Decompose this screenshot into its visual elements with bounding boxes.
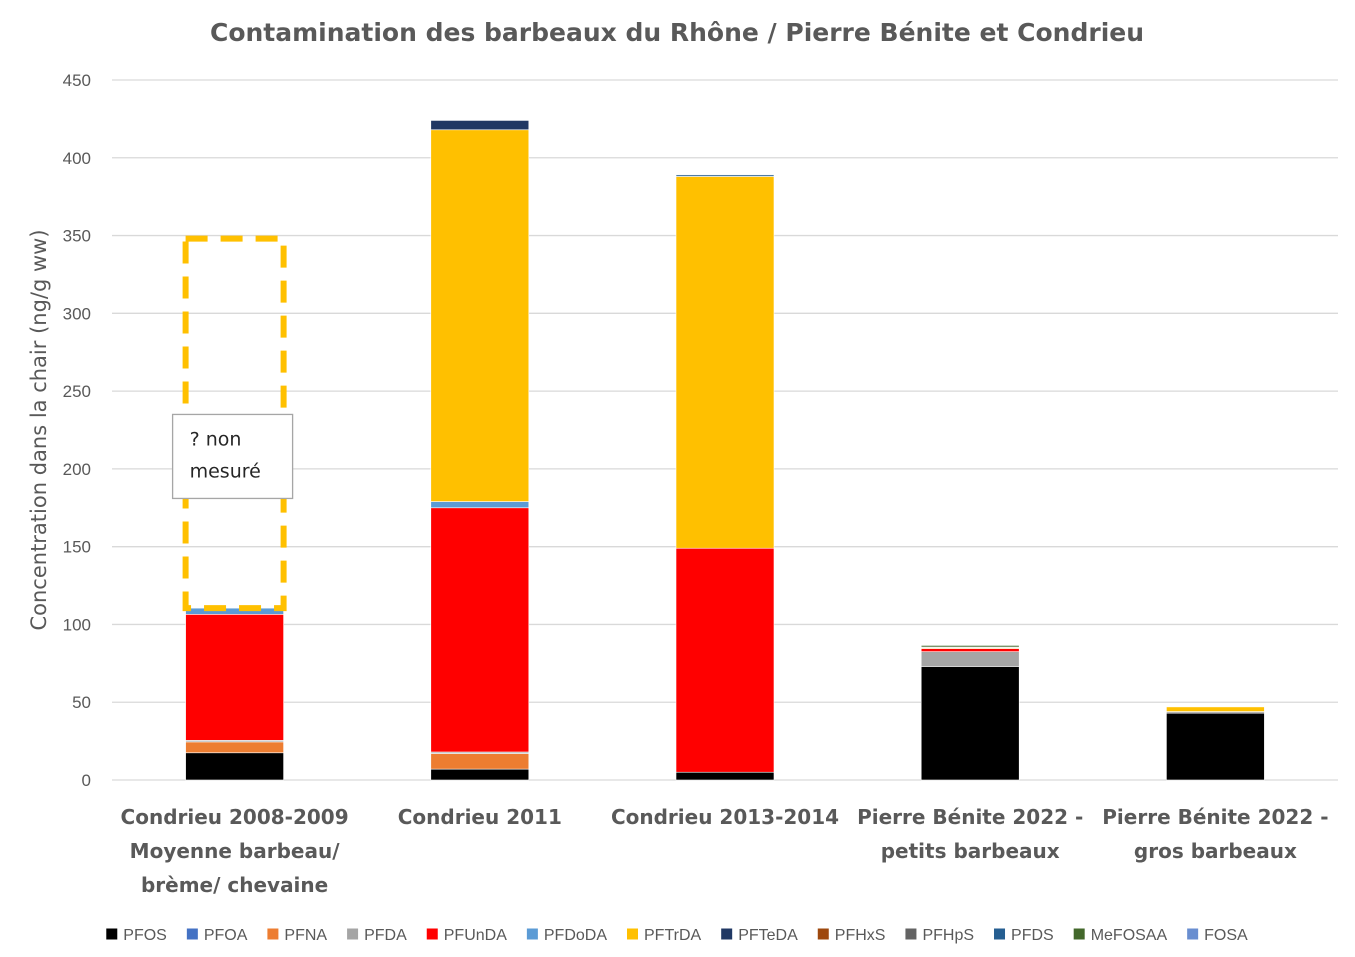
x-axis-categories: Condrieu 2008-2009 Moyenne barbeau/brème/… (121, 805, 1329, 897)
legend-swatch (721, 928, 733, 940)
bar-segment-pfds (675, 174, 775, 177)
x-category-label: Condrieu 2013-2014 (611, 805, 839, 829)
bar-segment-pfunda (920, 648, 1020, 652)
x-category-label: Condrieu 2008-2009 (121, 805, 349, 829)
legend-label: PFHpS (922, 927, 974, 944)
bar-segment-pfos (675, 771, 775, 781)
y-tick-label: 300 (63, 304, 91, 323)
legend-label: MeFOSAA (1091, 927, 1168, 944)
x-category-label: Condrieu 2011 (398, 805, 562, 829)
legend-label: PFHxS (835, 927, 886, 944)
legend-label: FOSA (1204, 927, 1248, 944)
bar-segment-mefosaa (920, 645, 1020, 648)
y-tick-label: 0 (82, 771, 91, 790)
legend-swatch (1073, 928, 1085, 940)
legend-item: PFUnDA (426, 927, 507, 944)
legend-swatch (627, 928, 638, 940)
legend: PFOS PFOA PFNA PFDA PFUnDA PFDoDA PFTrDA PFTeDA… (106, 927, 1248, 944)
legend-label: PFOA (204, 927, 248, 944)
x-category-label: brème/ chevaine (141, 873, 328, 897)
legend-label: PFOS (123, 927, 167, 944)
legend-swatch (817, 928, 829, 940)
legend-item: PFOA (186, 927, 248, 944)
bar-segment-pfunda (185, 614, 284, 741)
legend-item: PFNA (267, 927, 327, 944)
x-category-label: gros barbeaux (1134, 839, 1297, 863)
y-tick-label: 50 (72, 693, 91, 712)
y-axis-ticks: 0 50 100 150 200 250 300 350 400 450 (63, 71, 91, 790)
chart-title: Contamination des barbeaux du Rhône / Pi… (210, 18, 1144, 47)
y-tick-label: 250 (63, 382, 91, 401)
legend-item: FOSA (1187, 927, 1248, 944)
legend-label: PFDA (364, 927, 407, 944)
x-category-label: Pierre Bénite 2022 - (857, 805, 1083, 829)
bar-segment-pfunda (430, 507, 530, 753)
y-tick-label: 400 (63, 149, 91, 168)
x-category-label: Pierre Bénite 2022 - (1102, 805, 1328, 829)
bar-segment-pfos (920, 666, 1020, 781)
bar-segment-pfteda (430, 120, 530, 131)
legend-label: PFTeDA (738, 927, 798, 944)
y-tick-label: 350 (63, 227, 91, 246)
bar-segment-pfunda (675, 547, 775, 773)
y-tick-label: 100 (63, 615, 91, 634)
bar-segment-pfos (430, 768, 530, 781)
unmeasured-annotation: ? non mesuré (171, 235, 294, 612)
note-text: ? non (190, 428, 242, 450)
legend-swatch (267, 928, 279, 940)
x-category-label: petits barbeaux (881, 839, 1060, 863)
legend-swatch (186, 928, 198, 940)
bar-segment-pftrda (1166, 706, 1265, 712)
legend-label: PFNA (284, 927, 327, 944)
bars (185, 120, 1265, 781)
bar-segment-pfdoda (185, 607, 284, 615)
legend-item: PFOS (106, 927, 167, 944)
legend-item: PFTrDA (627, 927, 702, 944)
note-box (171, 413, 294, 500)
legend-item: PFHxS (817, 927, 886, 944)
bar-segment-pfna (430, 753, 530, 770)
legend-label: PFDoDA (544, 927, 607, 944)
x-category-label: Moyenne barbeau/ (130, 839, 341, 863)
legend-swatch (1187, 928, 1199, 940)
legend-item: PFHpS (905, 927, 974, 944)
legend-item: PFTeDA (721, 927, 798, 944)
legend-item: MeFOSAA (1073, 927, 1168, 944)
legend-swatch (426, 928, 438, 940)
legend-swatch (905, 928, 917, 940)
bar-segment-pfda (920, 651, 1020, 667)
bar-segment-pfdoda (430, 501, 530, 509)
legend-label: PFDS (1011, 927, 1054, 944)
legend-swatch (347, 928, 359, 940)
legend-item: PFDS (994, 927, 1054, 944)
legend-swatch (106, 928, 118, 940)
bar-segment-pfos (185, 752, 284, 781)
legend-swatch (994, 928, 1006, 940)
y-tick-label: 450 (63, 71, 91, 90)
y-tick-label: 150 (63, 538, 91, 557)
legend-item: PFDA (347, 927, 407, 944)
y-tick-label: 200 (63, 460, 91, 479)
legend-swatch (526, 928, 538, 940)
note-text: mesuré (190, 460, 261, 482)
bar-segment-pfos (1166, 712, 1265, 781)
bar-segment-pftrda (675, 176, 775, 549)
legend-label: PFUnDA (444, 927, 507, 944)
bar-segment-pfna (185, 741, 284, 754)
legend-item: PFDoDA (526, 927, 607, 944)
y-axis-label: Concentration dans la chair (ng/g ww) (27, 229, 51, 630)
bar-segment-pftrda (430, 129, 530, 502)
legend-label: PFTrDA (644, 927, 702, 944)
